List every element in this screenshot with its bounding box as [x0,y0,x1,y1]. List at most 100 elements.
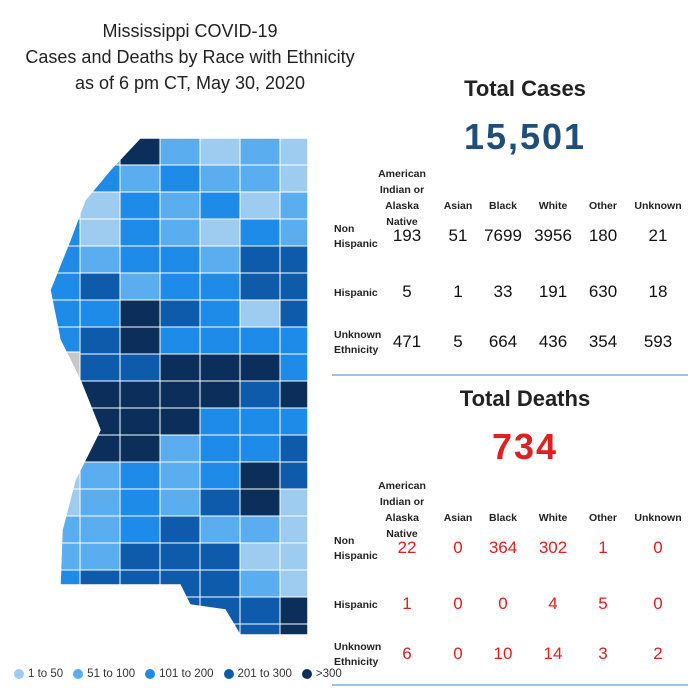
county-cell [79,488,121,517]
county-cell [79,461,121,490]
county-cell [239,623,281,635]
table-cell: 5 [402,282,412,301]
county-cell [50,380,81,409]
table-cell: 630 [588,282,618,301]
legend-label: >300 [315,668,342,680]
county-cell [159,164,201,193]
county-cell [159,515,201,544]
county-cell [279,218,308,247]
county-cell [239,596,281,625]
county-cell [50,138,81,166]
table-cell: 193 [392,226,422,245]
county-cell [199,569,241,598]
county-cell [119,326,161,355]
table-cell: 6 [402,644,412,663]
county-cell [50,515,81,544]
table-cell: 191 [538,282,568,301]
county-cell [279,488,308,517]
table-cell: 10 [493,644,513,663]
county-cell [79,542,121,571]
county-cell [119,515,161,544]
column-header: American Indian or Alaska Native [378,480,426,540]
section-divider [332,374,688,376]
table-cell: 5 [598,594,608,613]
table-cell: 3 [598,644,608,663]
county-cell [50,434,81,463]
county-cell [159,272,201,301]
column-header: Other [588,512,617,524]
county-cell [50,596,81,625]
table-cell: 0 [453,594,463,613]
county-cell [239,245,281,274]
county-cell [119,623,161,635]
county-cell [279,245,308,274]
legend-swatch [223,669,234,679]
table-cell: 51 [448,226,468,245]
legend-label: 201 to 300 [237,668,292,680]
county-cell [279,623,308,635]
table-cell: 22 [397,538,417,557]
county-cell [159,623,201,635]
county-cell [159,596,201,625]
table-cell: 3956 [534,226,572,245]
cases-total: 15,501 [463,116,587,157]
column-header: White [538,200,568,212]
county-cell [50,191,81,220]
county-cell [79,272,121,301]
county-cell [119,245,161,274]
county-cell [279,407,308,436]
chart-title: Mississippi COVID-19 Cases and Deaths by… [0,18,380,96]
county-cell [199,138,241,166]
legend-label: 51 to 100 [87,668,136,680]
column-header: American Indian or Alaska Native [378,168,426,228]
county-cell [239,191,281,220]
legend-swatch [301,669,312,679]
table-cell: 0 [653,594,663,613]
county-cell [159,542,201,571]
county-cell [119,461,161,490]
county-cell [239,326,281,355]
table-cell: 664 [488,332,518,351]
table-cell: 302 [538,538,568,557]
county-cell [279,380,308,409]
table-cell: 593 [643,332,673,351]
legend-item: 1 to 50 [14,668,63,680]
legend-label: 101 to 200 [159,668,214,680]
county-cell [279,596,308,625]
county-cell [50,164,81,193]
column-header: Unknown [634,200,682,212]
county-cell [279,569,308,598]
county-cell [159,461,201,490]
column-header: Unknown [634,512,682,524]
legend-item: >300 [301,668,342,680]
column-header: Asian [443,200,473,212]
column-header: White [538,512,568,524]
county-cell [199,596,241,625]
table-cell: 0 [453,538,463,557]
county-cell [159,488,201,517]
deaths-title: Total Deaths [459,386,591,411]
county-cell [199,272,241,301]
county-cell [199,218,241,247]
county-cell [279,353,308,382]
county-cell [279,515,308,544]
county-cell [79,191,121,220]
county-cell [79,353,121,382]
county-cell [119,353,161,382]
table-cell: 5 [453,332,463,351]
cases-title: Total Cases [464,76,586,101]
county-cell [199,380,241,409]
table-cell: 1 [453,282,463,301]
mississippi-map-svg [49,137,309,636]
county-cell [119,569,161,598]
county-cell [159,353,201,382]
county-cell [239,407,281,436]
county-cell [279,272,308,301]
county-cell [199,488,241,517]
county-cell [239,164,281,193]
cases-table: American Indian or Alaska Native Asian Bla… [330,166,690,366]
county-cell [159,299,201,328]
county-cell [79,299,121,328]
legend-item: 201 to 300 [223,668,292,680]
table-cell: 2 [653,644,663,663]
